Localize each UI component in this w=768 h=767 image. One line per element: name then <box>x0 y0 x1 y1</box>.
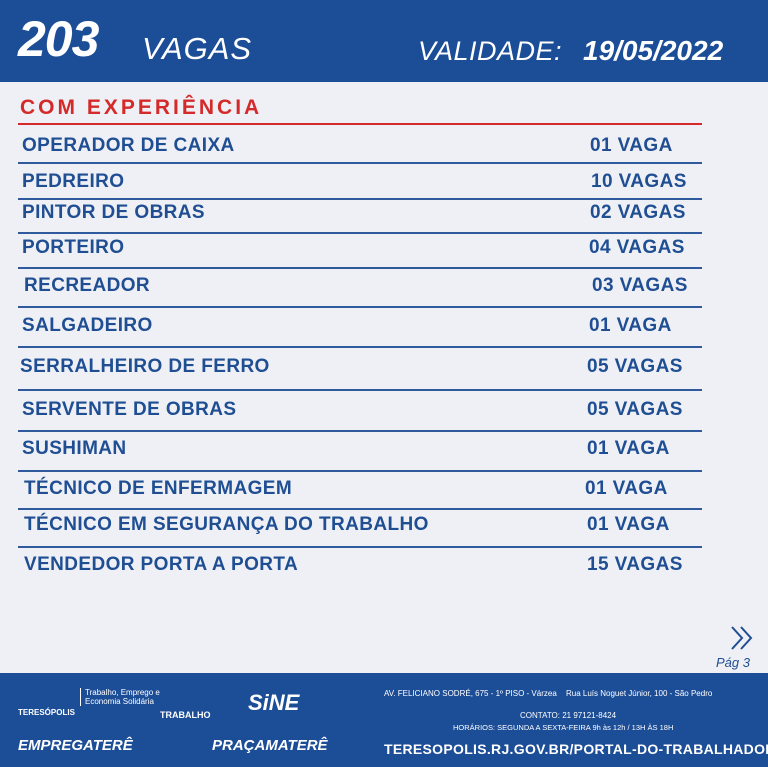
job-vacancies: 05 VAGAS <box>587 356 683 377</box>
job-title: PEDREIRO <box>22 171 125 192</box>
next-icon[interactable] <box>728 624 756 652</box>
row-divider <box>18 232 702 234</box>
city-logo: TERESÓPOLIS <box>18 708 75 717</box>
job-title: TÉCNICO DE ENFERMAGEM <box>24 478 293 499</box>
job-title: PORTEIRO <box>22 237 125 258</box>
row-divider <box>18 470 702 472</box>
job-vacancies: 01 VAGA <box>589 315 672 336</box>
job-title: RECREADOR <box>24 275 151 296</box>
empregatere-logo: EMPREGATERÊ <box>18 737 133 754</box>
job-title: VENDEDOR PORTA A PORTA <box>24 554 299 575</box>
job-vacancies: 02 VAGAS <box>590 202 686 223</box>
row-divider <box>18 306 702 308</box>
page-number: Pág 3 <box>716 655 750 670</box>
footer-band <box>0 673 768 767</box>
job-title: SUSHIMAN <box>22 438 127 459</box>
pracamatere-logo: PRAÇAMATERÊ <box>212 737 328 754</box>
job-vacancies: 15 VAGAS <box>587 554 683 575</box>
job-vacancies: 04 VAGAS <box>589 237 685 258</box>
job-title: OPERADOR DE CAIXA <box>22 135 235 156</box>
header-band <box>0 0 768 82</box>
row-divider <box>18 346 702 348</box>
job-vacancies: 05 VAGAS <box>587 399 683 420</box>
job-vacancies: 03 VAGAS <box>592 275 688 296</box>
job-vacancies: 01 VAGA <box>587 438 670 459</box>
job-vacancies: 01 VAGA <box>587 514 670 535</box>
row-divider <box>18 162 702 164</box>
hours: HORÁRIOS: SEGUNDA A SEXTA-FEIRA 9h às 12… <box>453 723 674 732</box>
portal-url[interactable]: TERESOPOLIS.RJ.GOV.BR/PORTAL-DO-TRABALHA… <box>384 741 768 757</box>
address-2: Rua Luís Noguet Júnior, 100 - São Pedro <box>566 689 713 698</box>
job-vacancies: 01 VAGA <box>585 478 668 499</box>
row-divider <box>18 389 702 391</box>
job-title: SERRALHEIRO DE FERRO <box>20 356 270 377</box>
secretariat: Trabalho, Emprego e Economia Solidária <box>80 688 160 706</box>
job-vacancies: 10 VAGAS <box>591 171 687 192</box>
vacancy-count: 203 <box>18 11 99 67</box>
job-vacancies: 01 VAGA <box>590 135 673 156</box>
job-title: SERVENTE DE OBRAS <box>22 399 237 420</box>
labor-logo: TRABALHO <box>160 710 211 720</box>
vacancy-unit: VAGAS <box>142 31 253 66</box>
row-divider <box>18 546 702 548</box>
validity-date: 19/05/2022 <box>583 35 724 66</box>
row-divider <box>18 198 702 200</box>
row-divider <box>18 508 702 510</box>
row-divider <box>18 267 702 269</box>
section-title: COM EXPERIÊNCIA <box>20 96 263 119</box>
job-title: TÉCNICO EM SEGURANÇA DO TRABALHO <box>24 514 429 535</box>
sine-logo: SiNE <box>248 690 300 715</box>
job-title: SALGADEIRO <box>22 315 153 336</box>
section-rule <box>18 123 702 125</box>
contact: CONTATO: 21 97121-8424 <box>520 711 617 720</box>
validity-label: VALIDADE: <box>418 36 563 66</box>
row-divider <box>18 430 702 432</box>
job-title: PINTOR DE OBRAS <box>22 202 206 223</box>
address-1: AV. FELICIANO SODRÉ, 675 - 1º PISO - Vár… <box>384 689 557 698</box>
